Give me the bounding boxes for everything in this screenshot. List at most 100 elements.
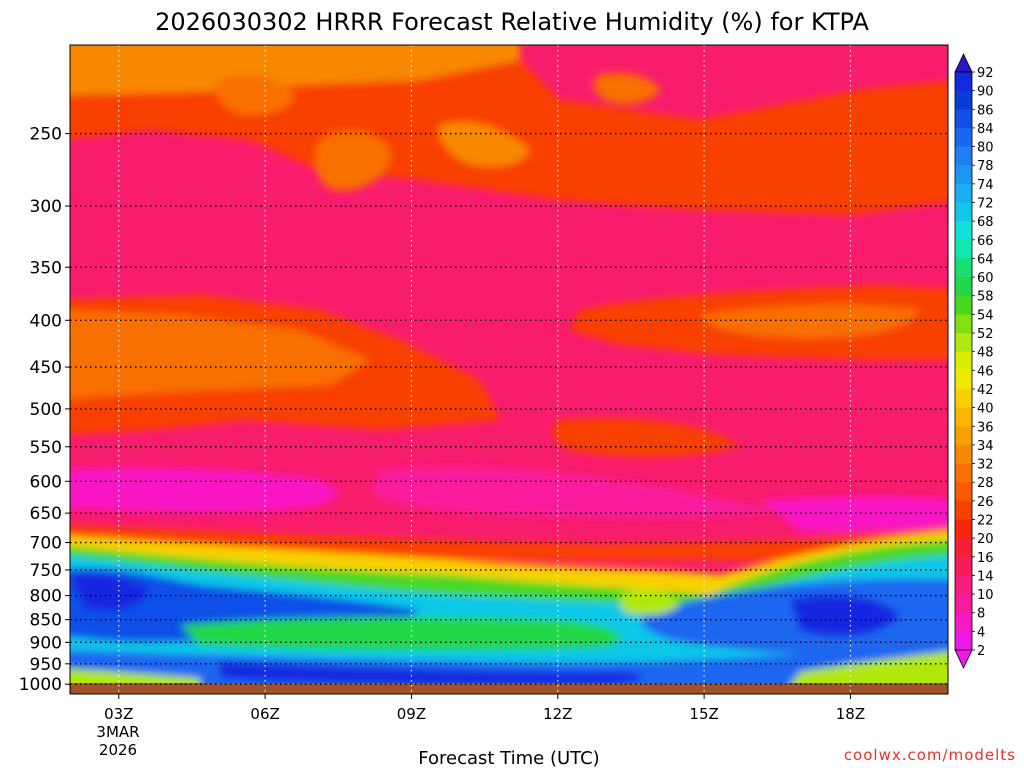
colorbar-swatch [955,519,972,539]
field-band-top-orange [70,45,520,100]
colorbar-swatch [955,594,972,614]
field-blob-orange-3 [215,75,295,115]
x-date-label-day: 3MAR [96,723,139,741]
field-band-550-red [552,418,740,457]
y-tick-label: 450 [30,358,62,378]
colorbar-label: 10 [977,588,994,603]
colorbar-label: 34 [977,439,994,454]
field-band-pink-right [760,496,948,532]
colorbar-label: 2 [977,644,985,659]
y-tick-label: 250 [30,125,62,145]
colorbar-label: 20 [977,532,994,547]
y-tick-label: 900 [30,633,62,653]
x-tick-label: 06Z [250,705,279,723]
field-band-pink-left [70,468,338,513]
colorbar-label: 14 [977,569,994,584]
field-band-pink-mid [370,466,780,519]
colorbar-label: 66 [977,234,994,249]
credit-text: coolwx.com/modelts [844,746,1016,764]
colorbar-arrow-top [954,53,973,73]
y-tick-label: 800 [30,587,62,607]
colorbar-swatch [955,90,972,110]
colorbar-label: 4 [977,625,985,640]
colorbar-swatch [955,183,972,204]
colorbar-swatch [955,258,972,278]
field-band-mid-orange [70,310,370,400]
colorbar-label: 48 [977,346,994,361]
colorbar-swatch [955,575,972,595]
y-tick-label: 350 [30,258,62,278]
colorbar-swatch [955,239,972,259]
colorbar-swatch [955,482,972,502]
colorbar-label: 90 [977,85,994,100]
y-tick-label: 550 [30,438,62,458]
x-axis-label: Forecast Time (UTC) [418,748,599,768]
y-tick-label: 500 [30,400,62,420]
colorbar-swatch [955,631,972,651]
field-band-mid-right-orange [700,304,920,339]
plot-frame [69,44,949,695]
colorbar-swatch [955,109,972,129]
colorbar-swatch [955,426,972,446]
colorbar-swatch [955,463,972,483]
colorbar-swatch [955,556,972,576]
colorbar-swatch [955,370,972,390]
x-tick-label: 03Z [104,705,133,723]
field-green-mid [180,616,621,651]
field-blue-right [640,579,948,656]
field-blob-orange-2 [438,121,530,167]
colorbar-label: 68 [977,215,994,230]
colorbar-swatch [955,444,972,465]
colorbar-swatch [955,500,972,520]
y-axis: 2503003504004505005506006507007508008509… [19,125,70,695]
colorbar-label: 26 [977,495,994,510]
colorbar-label: 52 [977,327,994,342]
colorbar-swatch [955,72,972,92]
colorbar-label: 64 [977,252,994,267]
colorbar-swatch [955,351,972,371]
field-blob-orange-1 [315,131,391,191]
colorbar-arrow-bottom [954,649,973,669]
colorbar-label: 32 [977,458,994,473]
colorbar-label: 54 [977,308,994,323]
colorbar-swatch [955,221,972,241]
colorbar-label: 86 [977,103,994,118]
ground-strip [70,683,948,694]
colorbar-swatch [955,333,972,353]
colorbar-swatch [955,146,972,166]
colorbar-swatch [955,388,972,409]
x-tick-label: 12Z [543,705,572,723]
y-tick-label: 600 [30,472,62,492]
x-tick-label: 09Z [397,705,426,723]
colorbar-label: 78 [977,159,994,174]
plot-area [70,45,948,694]
colorbar-swatch [955,538,972,558]
field-blue-core-right [790,595,900,637]
colorbar-label: 22 [977,513,994,528]
colorbar-label: 40 [977,402,994,417]
chart-title: 2026030302 HRRR Forecast Relative Humidi… [155,8,869,36]
colorbar-label: 92 [977,66,994,81]
field-blob-orange-4 [593,73,660,105]
colorbar-label: 80 [977,141,994,156]
colorbar-label: 74 [977,178,994,193]
y-tick-label: 650 [30,504,62,524]
colorbar-label: 60 [977,271,994,286]
colorbar-label: 28 [977,476,994,491]
colorbar-label: 36 [977,420,994,435]
colorbar-swatch [955,165,972,185]
humidity-field [70,45,948,694]
colorbar-swatch [955,127,972,148]
colorbar-label: 46 [977,364,994,379]
colorbar-swatch [955,295,972,315]
x-tick-label: 15Z [689,705,718,723]
x-date-label-year: 2026 [99,741,137,759]
colorbar: 9290868480787472686664605854524846424036… [954,53,994,669]
colorbar-swatch [955,612,972,632]
y-tick-label: 950 [30,655,62,675]
colorbar-swatch [955,407,972,427]
colorbar-label: 84 [977,122,994,137]
y-tick-label: 400 [30,311,62,331]
grid-lines [70,45,948,694]
